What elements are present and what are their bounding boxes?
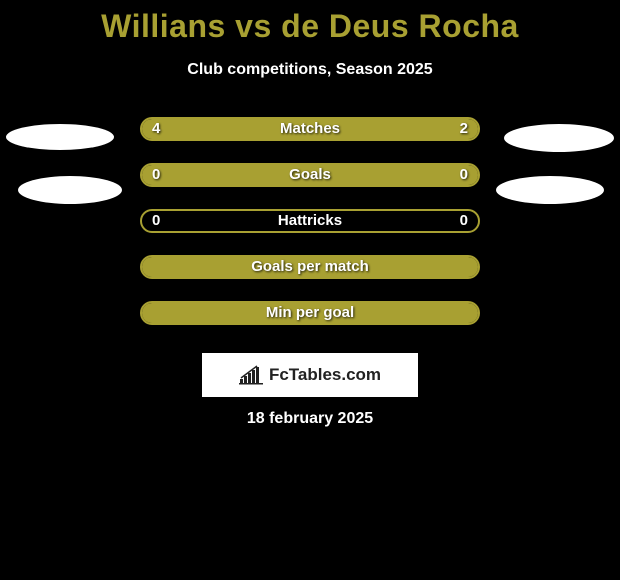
stat-metric-label: Goals per match — [140, 255, 480, 279]
player-ellipse — [496, 176, 604, 204]
stat-metric-label: Min per goal — [140, 301, 480, 325]
date-text: 18 february 2025 — [0, 410, 620, 428]
page-subtitle: Club competitions, Season 2025 — [0, 61, 620, 79]
stat-metric-label: Hattricks — [140, 209, 480, 233]
logo-text: FcTables.com — [269, 365, 381, 385]
player-ellipse — [6, 124, 114, 150]
stat-row: Min per goal — [0, 301, 620, 325]
logo-box: FcTables.com — [202, 353, 418, 397]
stat-metric-label: Matches — [140, 117, 480, 141]
stat-row: Goals per match — [0, 255, 620, 279]
bar-chart-icon — [239, 365, 263, 385]
player-ellipse — [504, 124, 614, 152]
player-ellipse — [18, 176, 122, 204]
stat-row: 00Hattricks — [0, 209, 620, 233]
stat-metric-label: Goals — [140, 163, 480, 187]
page-title: Willians vs de Deus Rocha — [0, 0, 620, 45]
